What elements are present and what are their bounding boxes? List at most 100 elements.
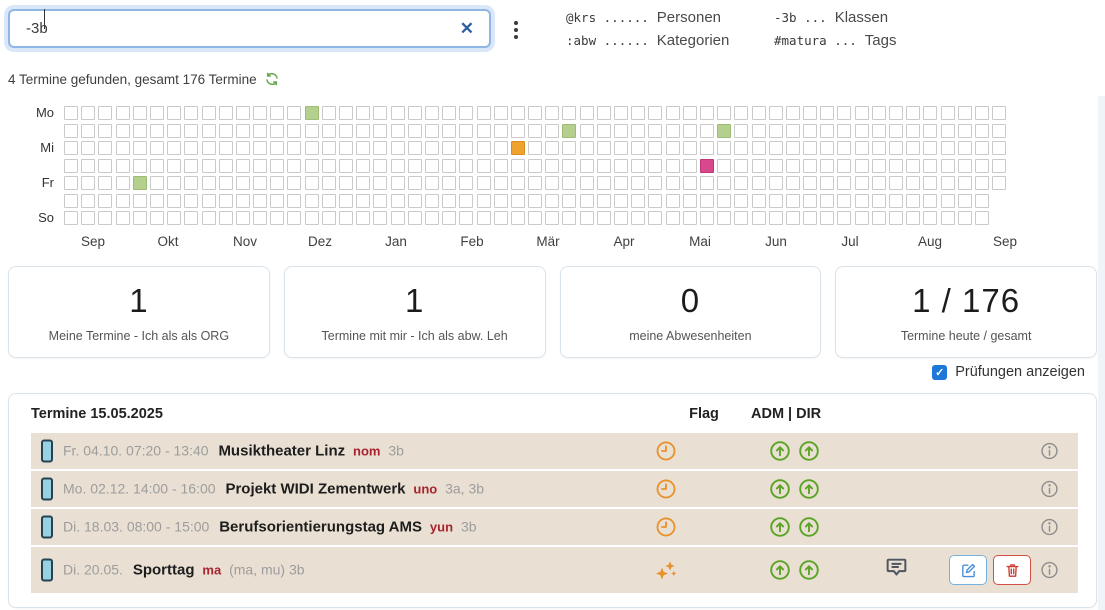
heatmap-cell	[167, 123, 182, 138]
heatmap-cell	[132, 141, 147, 155]
info-icon[interactable]	[1040, 480, 1059, 499]
heatmap-cell	[81, 211, 96, 225]
heatmap-cell	[974, 176, 989, 190]
heatmap-cell	[321, 123, 336, 138]
heatmap-cell	[785, 176, 800, 190]
heatmap-cell	[167, 158, 182, 173]
heatmap-cell	[493, 158, 508, 173]
stat-card-meine-termine: 1 Meine Termine - Ich als als ORG	[8, 266, 270, 358]
heatmap-cell	[648, 141, 663, 155]
heatmap-event-cell[interactable]	[132, 176, 147, 190]
heatmap-cell	[837, 211, 852, 225]
heatmap-cell	[424, 123, 439, 138]
heatmap-cell	[648, 123, 663, 138]
heatmap-cell	[184, 158, 199, 173]
table-row[interactable]: Fr. 04.10. 07:20 - 13:40 Musiktheater Li…	[31, 433, 1078, 469]
heatmap-cell	[906, 211, 921, 225]
heatmap-cell	[339, 141, 353, 155]
heatmap-cell	[665, 211, 680, 225]
heatmap-cell	[596, 176, 611, 190]
edit-button[interactable]	[949, 555, 987, 585]
heatmap-cell	[562, 106, 577, 120]
heatmap-cell	[64, 141, 78, 155]
search-input[interactable]	[10, 11, 445, 46]
event-datetime: Mo. 02.12. 14:00 - 16:00	[63, 480, 216, 497]
heatmap-cell	[493, 123, 508, 138]
heatmap-cell	[115, 106, 130, 120]
refresh-icon[interactable]	[264, 71, 280, 87]
heatmap-cell	[81, 176, 96, 190]
heatmap-cell	[803, 211, 818, 225]
heatmap-cell	[940, 158, 955, 173]
event-organizer-code: yun	[429, 519, 454, 535]
heatmap-cell	[992, 123, 1007, 138]
heatmap-cell	[631, 176, 646, 190]
heatmap-cell	[562, 158, 577, 173]
heatmap-cell	[579, 106, 594, 120]
heatmap-cell	[287, 193, 302, 208]
heatmap-cell	[974, 211, 989, 225]
results-summary: 4 Termine gefunden, gesamt 176 Termine	[8, 71, 280, 87]
checkbox-checked-icon[interactable]: ✓	[932, 364, 948, 380]
heatmap-cell	[356, 158, 371, 173]
stat-value: 1	[129, 281, 149, 319]
heatmap-event-cell[interactable]	[304, 106, 319, 120]
comment-icon[interactable]	[884, 555, 909, 585]
heatmap-cell	[459, 158, 474, 173]
adm-approval-arrow-icon	[769, 516, 791, 538]
heatmap-cell	[235, 141, 250, 155]
heatmap-cell	[373, 158, 388, 173]
stat-card-termine-mit-mir: 1 Termine mit mir - Ich als abw. Leh	[283, 266, 546, 358]
heatmap-cell	[253, 106, 268, 120]
heatmap-cell	[253, 211, 268, 225]
heatmap-cell	[871, 141, 886, 155]
heatmap-cell	[407, 123, 422, 138]
table-row[interactable]: Di. 20.05. Sporttag ma (ma, mu) 3b	[31, 547, 1078, 593]
heatmap-cell	[459, 106, 474, 120]
heatmap-cell	[218, 123, 233, 138]
heatmap-month-label: Jul	[841, 234, 859, 249]
heatmap-cell	[98, 123, 113, 138]
heatmap-cell	[596, 193, 611, 208]
heatmap-cell	[596, 211, 611, 225]
heatmap-cell	[614, 193, 628, 208]
heatmap-cell	[339, 158, 353, 173]
heatmap-cell	[253, 176, 268, 190]
heatmap-cell	[648, 106, 663, 120]
heatmap-cell	[785, 123, 800, 138]
heatmap-event-cell[interactable]	[699, 158, 714, 173]
heatmap-cell	[459, 176, 474, 190]
info-icon[interactable]	[1040, 561, 1059, 580]
heatmap-cell	[510, 158, 525, 173]
heatmap-cell	[390, 141, 405, 155]
heatmap-event-cell[interactable]	[510, 141, 525, 155]
heatmap-cell	[235, 158, 250, 173]
heatmap-cell	[98, 176, 113, 190]
heatmap-cell	[287, 123, 302, 138]
heatmap-cell	[579, 123, 594, 138]
delete-button[interactable]	[993, 555, 1031, 585]
stat-value: 0	[680, 281, 701, 319]
event-text: Fr. 04.10. 07:20 - 13:40 Musiktheater Li…	[63, 443, 404, 460]
heatmap-event-cell[interactable]	[562, 123, 577, 138]
heatmap-cell	[270, 211, 285, 225]
info-icon[interactable]	[1040, 442, 1059, 461]
heatmap-cell	[545, 158, 560, 173]
table-row[interactable]: Di. 18.03. 08:00 - 15:00 Berufsorientier…	[31, 509, 1078, 545]
kebab-menu-icon[interactable]	[510, 17, 522, 43]
heatmap-cell	[424, 193, 439, 208]
heatmap-cell	[235, 106, 250, 120]
heatmap-cell	[81, 158, 96, 173]
table-row[interactable]: Mo. 02.12. 14:00 - 16:00 Projekt WIDI Ze…	[31, 471, 1078, 507]
event-classes: 3b	[460, 518, 477, 535]
heatmap-cell	[768, 123, 783, 138]
heatmap-cell	[149, 158, 164, 173]
heatmap-cell	[253, 193, 268, 208]
clear-search-icon[interactable]: ✕	[459, 18, 474, 38]
heatmap-cell	[184, 141, 199, 155]
heatmap-cell	[339, 106, 353, 120]
pruefungen-checkbox-row[interactable]: ✓ Prüfungen anzeigen	[932, 364, 1085, 380]
info-icon[interactable]	[1040, 518, 1059, 537]
heatmap-cell	[407, 193, 422, 208]
heatmap-event-cell[interactable]	[717, 123, 732, 138]
